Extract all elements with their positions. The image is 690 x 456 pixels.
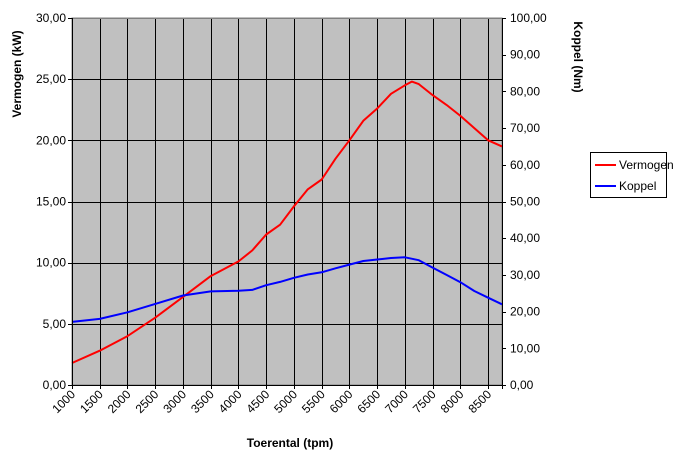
x-tick-label: 1500 xyxy=(77,387,106,416)
x-tick-label: 3000 xyxy=(160,387,189,416)
y-right-tick-label: 30,00 xyxy=(510,268,540,282)
x-tick-label: 2000 xyxy=(105,387,134,416)
series-layer xyxy=(71,80,503,364)
y-axis-left-title: Vermogen (kW) xyxy=(10,30,24,117)
y-left-tick-label: 20,00 xyxy=(36,133,66,147)
x-tick-label: 4500 xyxy=(244,387,273,416)
y-right-tick-label: 20,00 xyxy=(510,305,540,319)
y-right-tick-label: 60,00 xyxy=(510,158,540,172)
y-left-tick-label: 5,00 xyxy=(43,317,67,331)
y-left-tick-label: 10,00 xyxy=(36,256,66,270)
x-axis: 1000150020002500300035004000450050005500… xyxy=(49,385,503,416)
x-tick-label: 5500 xyxy=(299,387,328,416)
legend-label-koppel: Koppel xyxy=(619,179,656,193)
y-left-tick-label: 15,00 xyxy=(36,195,66,209)
y-right-tick-label: 90,00 xyxy=(510,48,540,62)
y-right-tick-label: 10,00 xyxy=(510,341,540,355)
y-right-tick-label: 80,00 xyxy=(510,84,540,98)
x-tick-label: 3500 xyxy=(188,387,217,416)
x-tick-label: 8500 xyxy=(465,387,494,416)
y-left-tick-label: 25,00 xyxy=(36,72,66,86)
y-right-tick-label: 0,00 xyxy=(510,378,534,392)
y-right-tick-label: 50,00 xyxy=(510,195,540,209)
x-tick-label: 8000 xyxy=(438,387,467,416)
legend: Vermogen Koppel xyxy=(590,152,674,198)
x-tick-label: 2500 xyxy=(133,387,162,416)
y-right-tick-label: 100,00 xyxy=(510,11,547,25)
legend-box xyxy=(590,152,667,198)
y-right-tick-label: 40,00 xyxy=(510,231,540,245)
x-axis-title: Toerental (tpm) xyxy=(247,436,333,450)
x-tick-label: 7500 xyxy=(410,387,439,416)
y-left-tick-label: 0,00 xyxy=(43,378,67,392)
y-left-tick-label: 30,00 xyxy=(36,11,66,25)
y-right-tick-label: 70,00 xyxy=(510,121,540,135)
x-tick-label: 7000 xyxy=(382,387,411,416)
grid xyxy=(72,18,503,386)
series-line-vermogen xyxy=(71,80,503,364)
x-tick-label: 6000 xyxy=(327,387,356,416)
x-tick-label: 5000 xyxy=(271,387,300,416)
y-axis-left: 0,00 5,00 10,00 15,00 20,00 25,00 30,00 xyxy=(36,11,73,392)
y-axis-right-title: Koppel (Nm) xyxy=(571,21,585,92)
y-axis-right: 0,00 10,00 20,00 30,00 40,00 50,00 60,00 70,00 8… xyxy=(502,11,547,392)
x-tick-label: 6500 xyxy=(355,387,384,416)
x-tick-label: 4000 xyxy=(216,387,245,416)
series-line-koppel xyxy=(71,256,503,323)
legend-label-vermogen: Vermogen xyxy=(619,158,674,172)
